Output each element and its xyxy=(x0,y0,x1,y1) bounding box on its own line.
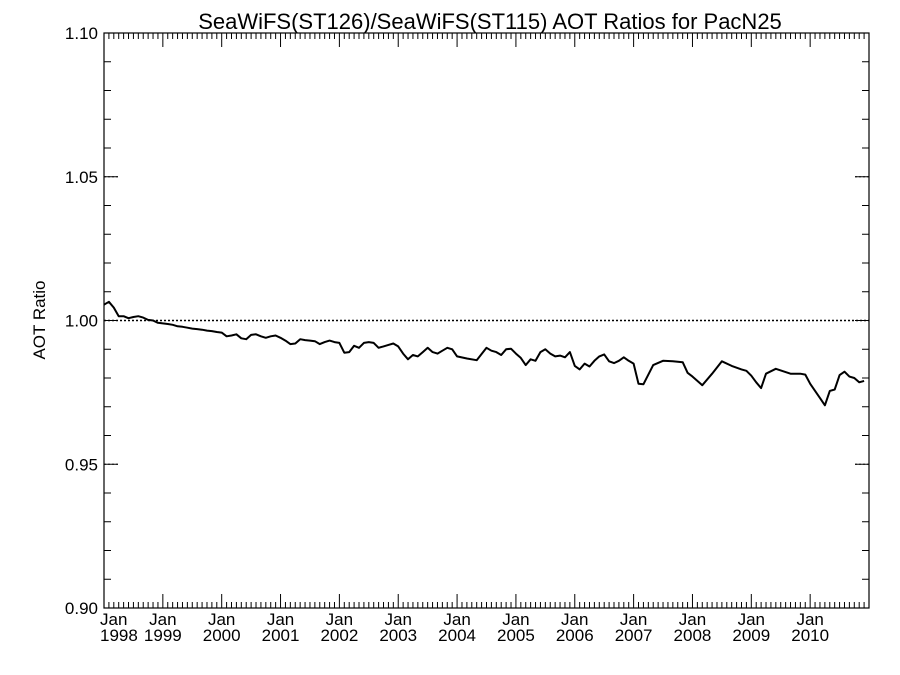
x-tick-label-month: Jan xyxy=(385,610,412,629)
plot-frame xyxy=(103,32,870,609)
x-tick-label-year: 1999 xyxy=(144,626,182,645)
x-tick-label-year: 2006 xyxy=(556,626,594,645)
x-tick-label-year: 1998 xyxy=(100,626,138,645)
series-layer xyxy=(103,300,865,407)
x-tick-label-year: 2001 xyxy=(262,626,300,645)
y-tick-label: 1.10 xyxy=(65,24,98,43)
x-tick-label-month: Jan xyxy=(149,610,176,629)
y-tick-label: 0.90 xyxy=(65,599,98,618)
x-tick-label-year: 2010 xyxy=(791,626,829,645)
x-tick-label-month: Jan xyxy=(561,610,588,629)
x-tick-label-month: Jan xyxy=(443,610,470,629)
y-tick-labels: 0.90 0.95 1.00 1.05 1.10 xyxy=(65,24,98,618)
y-tick-label: 1.05 xyxy=(65,168,98,187)
x-tick-label-year: 2008 xyxy=(674,626,712,645)
x-tick-label-month: Jan xyxy=(100,610,127,629)
x-tick-label-month: Jan xyxy=(620,610,647,629)
axis-ticks xyxy=(103,32,870,609)
x-tick-label-year: 2004 xyxy=(438,626,476,645)
x-tick-label-year: 2007 xyxy=(615,626,653,645)
x-tick-label-month: Jan xyxy=(326,610,353,629)
y-axis-label: AOT Ratio xyxy=(30,280,49,359)
x-tick-label-year: 2009 xyxy=(732,626,770,645)
x-tick-label-year: 2002 xyxy=(320,626,358,645)
x-tick-label-month: Jan xyxy=(267,610,294,629)
x-tick-label-month: Jan xyxy=(679,610,706,629)
reference-lines xyxy=(104,176,869,465)
series-line-0 xyxy=(103,300,865,407)
chart-title: SeaWiFS(ST126)/SeaWiFS(ST115) AOT Ratios… xyxy=(198,9,782,34)
x-tick-label-month: Jan xyxy=(502,610,529,629)
x-tick-label-year: 2000 xyxy=(203,626,241,645)
x-tick-label-month: Jan xyxy=(208,610,235,629)
x-tick-label-year: 2003 xyxy=(379,626,417,645)
x-tick-labels: Jan1998Jan1999Jan2000Jan2001Jan2002Jan20… xyxy=(100,610,829,645)
x-tick-label-month: Jan xyxy=(738,610,765,629)
y-tick-label: 1.00 xyxy=(65,312,98,331)
x-tick-label-month: Jan xyxy=(796,610,823,629)
x-tick-label-year: 2005 xyxy=(497,626,535,645)
y-tick-label: 0.95 xyxy=(65,455,98,474)
